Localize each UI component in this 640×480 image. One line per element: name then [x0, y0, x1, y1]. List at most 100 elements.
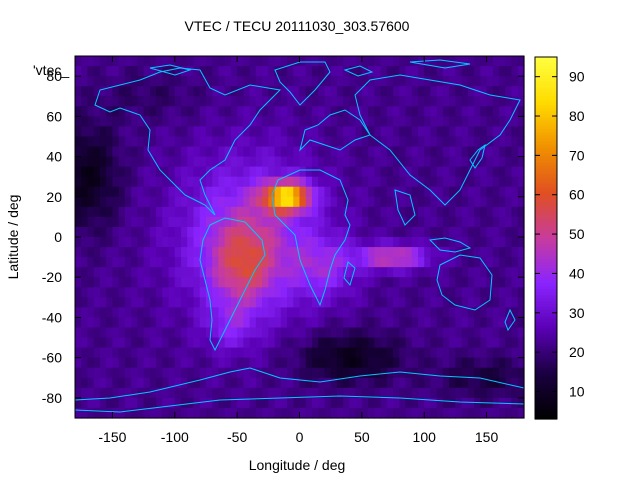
heatmap-cell [212, 407, 220, 419]
heatmap-cell [237, 76, 244, 87]
heatmap-cell [87, 307, 95, 319]
heatmap-cell [299, 377, 307, 389]
heatmap-cell [486, 377, 494, 389]
heatmap-cell [380, 196, 388, 208]
heatmap-cell [492, 357, 500, 369]
heatmap-cell [474, 216, 481, 228]
colorbar-segment [535, 415, 557, 420]
heatmap-cell [442, 267, 450, 278]
heatmap-cell [393, 136, 400, 148]
heatmap-cell [492, 327, 500, 339]
heatmap-cell [199, 327, 207, 339]
heatmap-cell [355, 237, 363, 248]
heatmap-cell [124, 347, 132, 359]
heatmap-cell [399, 146, 407, 158]
coastline-asia [354, 74, 521, 206]
heatmap-cell [517, 407, 525, 419]
heatmap-cell [243, 76, 251, 87]
heatmap-cell [492, 206, 500, 218]
heatmap-cell [436, 307, 444, 319]
heatmap-cell [212, 136, 220, 148]
heatmap-cell [417, 96, 425, 107]
heatmap-cell [368, 397, 375, 409]
heatmap-cell [280, 317, 288, 329]
heatmap-cell [368, 86, 375, 97]
heatmap-cell [336, 397, 344, 409]
heatmap-cell [449, 186, 457, 198]
heatmap-cell [106, 206, 114, 218]
heatmap-cell [230, 166, 238, 178]
heatmap-cell [424, 66, 432, 77]
heatmap-cell [393, 156, 400, 168]
heatmap-cell [99, 86, 107, 97]
heatmap-cell [268, 307, 276, 319]
coastline-antarctica [74, 367, 525, 401]
colorbar-segment [535, 186, 557, 191]
heatmap-cell [274, 146, 282, 158]
heatmap-cell [268, 327, 276, 339]
heatmap-cell [318, 267, 326, 278]
heatmap-cell [81, 96, 89, 107]
heatmap-cell [168, 166, 176, 178]
heatmap-cell [293, 66, 301, 77]
heatmap-cell [156, 247, 163, 258]
heatmap-cell [143, 66, 151, 77]
heatmap-cell [268, 186, 276, 198]
heatmap-cell [187, 357, 195, 369]
colorbar-segment [535, 250, 557, 254]
heatmap-cell [237, 347, 244, 359]
heatmap-cell [149, 166, 157, 178]
heatmap-cell [380, 377, 388, 389]
heatmap-cell [181, 86, 188, 97]
heatmap-cell [237, 397, 244, 409]
heatmap-cell [330, 387, 338, 399]
heatmap-cell [255, 176, 263, 188]
heatmap-cell [87, 337, 95, 349]
heatmap-cell [75, 106, 82, 117]
heatmap-cell [499, 337, 506, 349]
heatmap-cell [149, 66, 157, 77]
colorbar-segment [535, 63, 557, 67]
heatmap-cell [143, 146, 151, 158]
heatmap-cell [249, 216, 257, 228]
heatmap-cell [174, 206, 182, 218]
heatmap-cell [442, 297, 450, 308]
heatmap-cell [249, 257, 257, 268]
heatmap-cell [480, 377, 488, 389]
colorbar-segment [535, 244, 557, 248]
heatmap-cell [156, 267, 163, 278]
heatmap-cell [455, 307, 463, 319]
heatmap-cell [318, 96, 326, 107]
heatmap-cell [193, 76, 201, 87]
heatmap-cell [449, 76, 457, 87]
heatmap-cell [75, 226, 82, 238]
heatmap-cell [311, 257, 319, 268]
heatmap-cell [349, 387, 357, 399]
heatmap-cell [205, 196, 213, 208]
heatmap-cell [336, 247, 344, 258]
heatmap-cell [343, 407, 350, 419]
heatmap-cell [505, 337, 513, 349]
heatmap-cell [205, 357, 213, 369]
heatmap-cell [143, 337, 151, 349]
heatmap-cell [511, 76, 519, 87]
colorbar-segment [535, 385, 557, 390]
colorbar-segment [535, 349, 557, 354]
heatmap-cell [368, 146, 375, 158]
heatmap-cell [262, 106, 269, 117]
heatmap-cell [75, 136, 82, 148]
heatmap-cell [274, 267, 282, 278]
heatmap-cell [505, 297, 513, 308]
coastline-japan [469, 143, 486, 169]
heatmap-cell [305, 96, 313, 107]
heatmap-cell [330, 156, 338, 168]
heatmap-cell [486, 136, 494, 148]
heatmap-cell [224, 106, 232, 117]
heatmap-cell [480, 116, 488, 127]
heatmap-cell [311, 287, 319, 298]
heatmap-cell [299, 156, 307, 168]
heatmap-cell [517, 267, 525, 278]
heatmap-cell [149, 196, 157, 208]
heatmap-cell [193, 237, 201, 248]
heatmap-cell [237, 237, 244, 248]
